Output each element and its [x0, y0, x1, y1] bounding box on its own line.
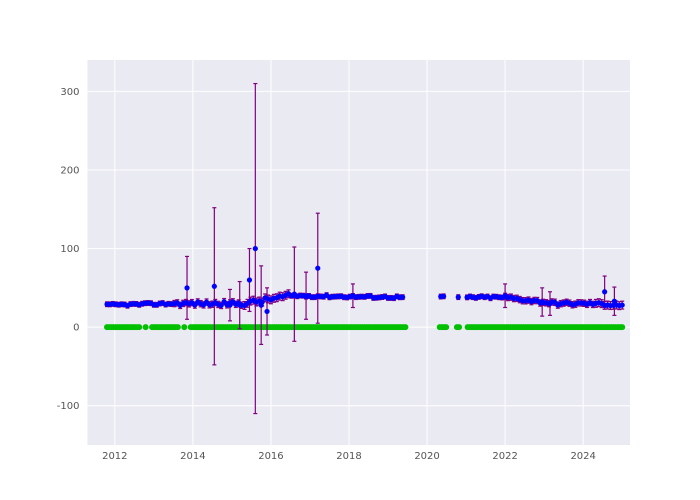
blue-outlier: [350, 293, 355, 298]
blue-outlier: [264, 309, 269, 314]
blue-outlier: [540, 299, 545, 304]
green-point: [181, 324, 187, 330]
x-tick-label: 2016: [258, 451, 283, 462]
axes-bg: [88, 60, 631, 445]
green-point: [136, 324, 142, 330]
blue-outlier: [612, 299, 617, 304]
blue-point: [400, 295, 405, 300]
x-tick-label: 2014: [180, 451, 205, 462]
y-tick-label: 100: [60, 244, 79, 255]
green-point: [175, 324, 181, 330]
blue-point: [441, 294, 446, 299]
blue-outlier: [247, 277, 252, 282]
blue-outlier: [237, 303, 242, 308]
timeseries-chart: 2012 2014 2016 2018 2020 2022 2024 -100 0 100 200 3…: [0, 0, 700, 500]
green-point: [402, 324, 408, 330]
x-tick-label: 2018: [336, 451, 361, 462]
x-tick-label: 2022: [492, 451, 517, 462]
green-point: [456, 324, 462, 330]
blue-outlier: [253, 246, 258, 251]
blue-outlier: [602, 289, 607, 294]
blue-outlier: [303, 293, 308, 298]
green-point: [619, 324, 625, 330]
blue-outlier: [292, 292, 297, 297]
y-tick-label: 200: [60, 166, 79, 177]
green-point: [443, 324, 449, 330]
y-tick-label: -100: [57, 401, 80, 412]
x-tick-label: 2012: [102, 451, 127, 462]
y-tick-label: 300: [60, 87, 79, 98]
chart-container: 2012 2014 2016 2018 2020 2022 2024 -100 0 100 200 3…: [0, 0, 700, 500]
blue-outlier: [212, 284, 217, 289]
green-series: [104, 324, 625, 330]
y-tick-label: 0: [73, 323, 79, 334]
green-point: [143, 324, 149, 330]
blue-outlier: [315, 266, 320, 271]
blue-point: [620, 302, 625, 307]
blue-outlier: [259, 303, 264, 308]
blue-outlier: [227, 303, 232, 308]
blue-outlier: [503, 293, 508, 298]
blue-outlier: [184, 285, 189, 290]
blue-outlier: [547, 301, 552, 306]
blue-point: [456, 295, 461, 300]
x-tick-label: 2020: [414, 451, 439, 462]
x-tick-label: 2024: [570, 451, 595, 462]
